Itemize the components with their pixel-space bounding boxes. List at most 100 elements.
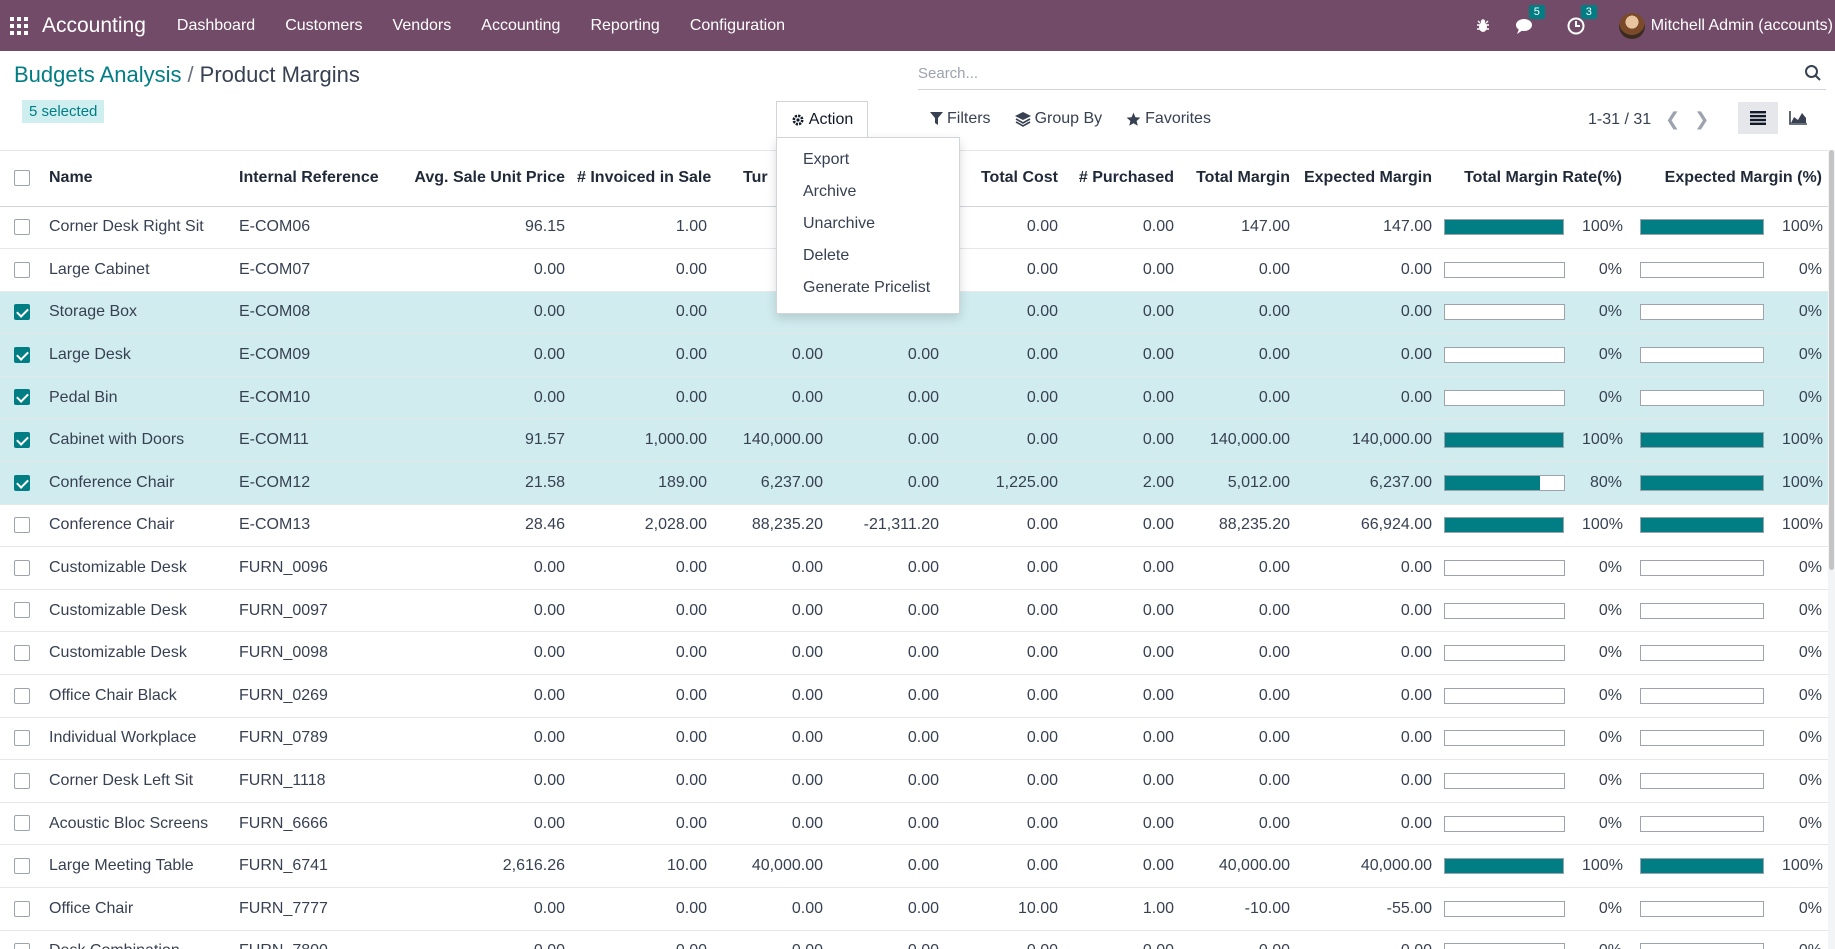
- table-row[interactable]: Acoustic Bloc Screens FURN_6666 0.00 0.00 0.…: [0, 802, 1828, 846]
- graph-view-button[interactable]: [1778, 102, 1818, 134]
- apps-grid-icon[interactable]: [10, 16, 28, 35]
- row-checkbox[interactable]: [14, 432, 30, 449]
- search-icon[interactable]: [1804, 64, 1822, 87]
- messages-chat-icon[interactable]: 5: [1515, 4, 1545, 35]
- expected-margin-pct-bar: [1640, 304, 1764, 321]
- row-checkbox[interactable]: [14, 304, 30, 321]
- col-expected-margin-pct[interactable]: Expected Margin (%): [1628, 151, 1828, 207]
- cell-cost: 0.00: [945, 333, 1064, 377]
- total-margin-rate-bar: [1444, 687, 1565, 704]
- table-row[interactable]: Pedal Bin E-COM10 0.00 0.00 0.00 0.00 0.00 0.00…: [0, 376, 1828, 420]
- row-checkbox[interactable]: [14, 261, 30, 278]
- expected-margin-pct-value: 0%: [1798, 559, 1822, 577]
- breadcrumb-parent[interactable]: Budgets Analysis: [14, 62, 182, 87]
- expected-margin-pct-value: 0%: [1798, 814, 1822, 832]
- col-name[interactable]: Name: [43, 151, 233, 207]
- cell-purch: 0.00: [1064, 546, 1180, 590]
- row-checkbox[interactable]: [14, 517, 30, 534]
- menu-customers[interactable]: Customers: [285, 16, 363, 34]
- pager-previous-icon[interactable]: ❮: [1665, 109, 1681, 129]
- col-total-margin-rate[interactable]: Total Margin Rate(%): [1438, 151, 1628, 207]
- row-checkbox[interactable]: [14, 602, 30, 619]
- col-total-margin[interactable]: Total Margin: [1180, 151, 1296, 207]
- table-row[interactable]: Corner Desk Right Sit E-COM06 96.15 1.00 0.0…: [0, 206, 1828, 250]
- search-input[interactable]: [918, 58, 1788, 88]
- row-checkbox[interactable]: [14, 900, 30, 917]
- activities-clock-icon[interactable]: 3: [1567, 4, 1597, 35]
- cell-col6: 0.00: [829, 418, 945, 463]
- list-view-button[interactable]: [1738, 102, 1778, 134]
- table-row[interactable]: Customizable Desk FURN_0096 0.00 0.00 0.00 0.…: [0, 546, 1828, 590]
- row-checkbox[interactable]: [14, 730, 30, 747]
- table-row[interactable]: Customizable Desk FURN_0097 0.00 0.00 0.00 0.…: [0, 589, 1828, 633]
- menu-configuration[interactable]: Configuration: [689, 16, 785, 34]
- col-internal-reference[interactable]: Internal Reference: [233, 151, 380, 207]
- table-row[interactable]: Office Chair Black FURN_0269 0.00 0.00 0.00 0…: [0, 674, 1828, 718]
- pager-range[interactable]: 1-31 / 31: [1588, 110, 1652, 128]
- action-delete[interactable]: Delete: [803, 247, 850, 264]
- filters-toggle[interactable]: Filters: [930, 110, 991, 128]
- menu-vendors[interactable]: Vendors: [392, 16, 452, 34]
- cell-name: Customizable Desk: [43, 546, 233, 590]
- scrollbar-thumb[interactable]: [1829, 150, 1834, 570]
- table-row[interactable]: Individual Workplace FURN_0789 0.00 0.00 0.0…: [0, 717, 1828, 761]
- table-row[interactable]: Large Desk E-COM09 0.00 0.00 0.00 0.00 0.00 0.0…: [0, 333, 1828, 377]
- action-menu-button[interactable]: Action: [776, 101, 868, 137]
- cell-col6: 0.00: [829, 461, 945, 505]
- row-checkbox[interactable]: [14, 474, 30, 491]
- action-export[interactable]: Export: [803, 151, 850, 168]
- total-margin-rate-bar: [1444, 773, 1565, 790]
- expected-margin-pct-bar: [1640, 261, 1764, 278]
- cell-margin: 0.00: [1180, 930, 1296, 949]
- col-avg-sale-unit-price[interactable]: Avg. Sale Unit Price: [380, 151, 571, 207]
- row-checkbox[interactable]: [14, 645, 30, 661]
- table-row[interactable]: Conference Chair E-COM12 21.58 189.00 6,237.…: [0, 461, 1828, 505]
- table-row[interactable]: Large Meeting Table FURN_6741 2,616.26 10.0…: [0, 844, 1828, 888]
- row-checkbox[interactable]: [14, 219, 30, 236]
- menu-reporting[interactable]: Reporting: [590, 16, 660, 34]
- user-avatar[interactable]: [1618, 12, 1645, 39]
- selected-count-badge[interactable]: 5 selected: [22, 100, 105, 123]
- row-checkbox[interactable]: [14, 389, 30, 406]
- action-archive[interactable]: Archive: [803, 183, 857, 200]
- cell-cost: 0.00: [945, 674, 1064, 718]
- debug-bug-icon[interactable]: [1475, 18, 1491, 34]
- col-invoiced-in-sale[interactable]: # Invoiced in Sale: [571, 151, 713, 207]
- col-total-cost[interactable]: Total Cost: [945, 151, 1064, 207]
- col-expected-margin[interactable]: Expected Margin: [1296, 151, 1438, 207]
- gear-icon: [792, 114, 804, 125]
- table-row[interactable]: Customizable Desk FURN_0098 0.00 0.00 0.00 0.…: [0, 631, 1828, 676]
- table-row[interactable]: Office Chair FURN_7777 0.00 0.00 0.00 0.00 10.…: [0, 887, 1828, 931]
- cell-inv: 0.00: [571, 674, 713, 718]
- menu-accounting[interactable]: Accounting: [481, 16, 561, 34]
- row-checkbox[interactable]: [14, 772, 30, 789]
- row-checkbox[interactable]: [14, 857, 30, 874]
- cell-exp: 0.00: [1296, 291, 1438, 335]
- app-name[interactable]: Accounting: [42, 13, 146, 37]
- row-checkbox[interactable]: [14, 687, 30, 704]
- cell-exp: 0.00: [1296, 717, 1438, 761]
- action-generate-pricelist[interactable]: Generate Pricelist: [803, 279, 931, 296]
- user-menu[interactable]: Mitchell Admin (accounts): [1650, 16, 1833, 34]
- cell-cost: 0.00: [945, 418, 1064, 463]
- table-row[interactable]: Desk CombinationFURN_78000.000.000.000.0…: [0, 930, 1828, 949]
- vertical-scrollbar[interactable]: [1828, 150, 1835, 949]
- cell-inv: 189.00: [571, 461, 713, 505]
- menu-dashboard[interactable]: Dashboard: [176, 16, 256, 34]
- col-purchased[interactable]: # Purchased: [1064, 151, 1180, 207]
- top-navbar: Accounting Dashboard Customers Vendors A…: [0, 0, 1835, 51]
- row-checkbox[interactable]: [14, 559, 30, 576]
- select-all-checkbox[interactable]: [14, 170, 30, 187]
- row-checkbox[interactable]: [14, 815, 30, 832]
- group-by-toggle[interactable]: Group By: [1014, 110, 1102, 128]
- table-row[interactable]: Corner Desk Left Sit FURN_1118 0.00 0.00 0.0…: [0, 759, 1828, 803]
- expected-margin-pct-bar: [1640, 219, 1764, 236]
- row-checkbox[interactable]: [14, 346, 30, 363]
- favorites-toggle[interactable]: Favorites: [1126, 110, 1211, 128]
- expected-margin-pct-value: 0%: [1798, 644, 1822, 662]
- pager-next-icon[interactable]: ❯: [1694, 109, 1710, 129]
- table-row[interactable]: Conference Chair E-COM13 28.46 2,028.00 88,2…: [0, 504, 1828, 548]
- row-checkbox[interactable]: [14, 943, 30, 949]
- action-unarchive[interactable]: Unarchive: [803, 215, 876, 232]
- table-row[interactable]: Cabinet with Doors E-COM11 91.57 1,000.00 14…: [0, 418, 1828, 463]
